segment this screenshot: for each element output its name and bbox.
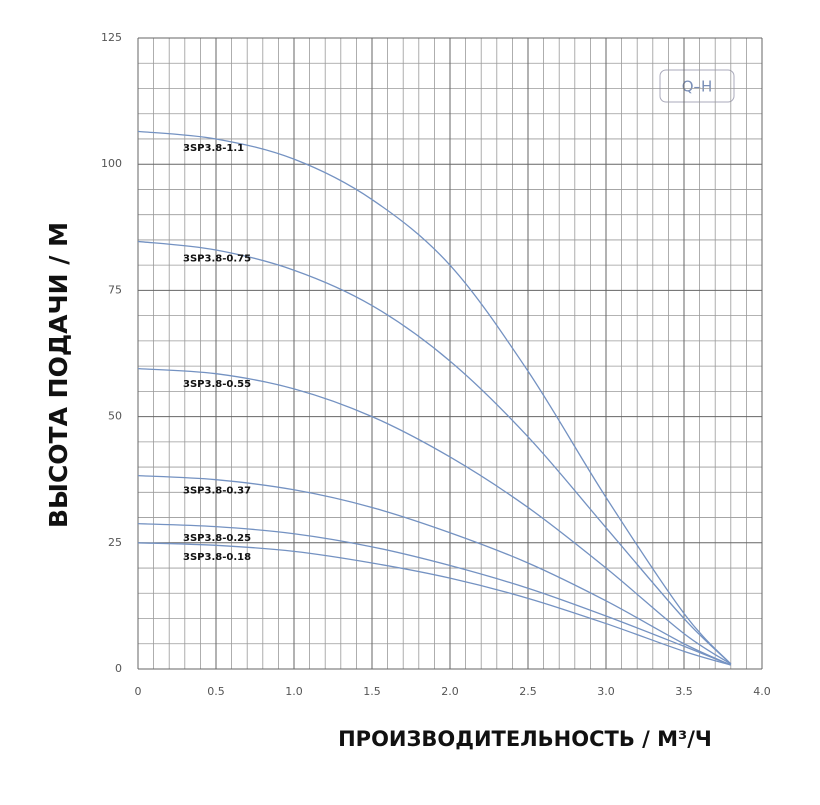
x-tick-label: 1.0 — [285, 685, 303, 698]
curve — [137, 367, 732, 665]
y-tick-label: 50 — [108, 410, 122, 423]
y-tick-label: 25 — [108, 536, 122, 549]
x-tick-label: 3.0 — [597, 685, 615, 698]
curve — [137, 542, 731, 666]
curve-label: 3SP3.8-0.75 — [183, 254, 251, 265]
curve-label: 3SP3.8-0.37 — [183, 486, 251, 497]
x-axis-title: ПРОИЗВОДИТЕЛЬНОСТЬ / М³/Ч — [338, 727, 712, 751]
curve-label: 3SP3.8-1.1 — [183, 143, 244, 154]
x-tick-label: 0.5 — [207, 685, 225, 698]
x-tick-label: 1.5 — [363, 685, 381, 698]
x-tick-label: 4.0 — [753, 685, 771, 698]
x-tick-label: 2.0 — [441, 685, 459, 698]
curve-label: 3SP3.8-0.18 — [183, 552, 251, 563]
y-tick-label: 75 — [108, 283, 122, 296]
chart-title: Q–H — [682, 78, 713, 96]
curve-label: 3SP3.8-0.55 — [183, 379, 251, 390]
curve — [137, 522, 732, 666]
y-tick-label: 100 — [101, 157, 122, 170]
y-tick-label: 125 — [101, 31, 122, 44]
curve — [137, 240, 732, 665]
curve-label: 3SP3.8-0.25 — [183, 533, 251, 544]
curve — [137, 475, 732, 666]
x-tick-label: 3.5 — [675, 685, 693, 698]
x-tick-label: 0 — [135, 685, 142, 698]
y-tick-label: 0 — [115, 662, 122, 675]
curve — [137, 130, 732, 665]
y-axis-title: ВЫСОТА ПОДАЧИ / М — [44, 222, 73, 528]
x-tick-label: 2.5 — [519, 685, 537, 698]
